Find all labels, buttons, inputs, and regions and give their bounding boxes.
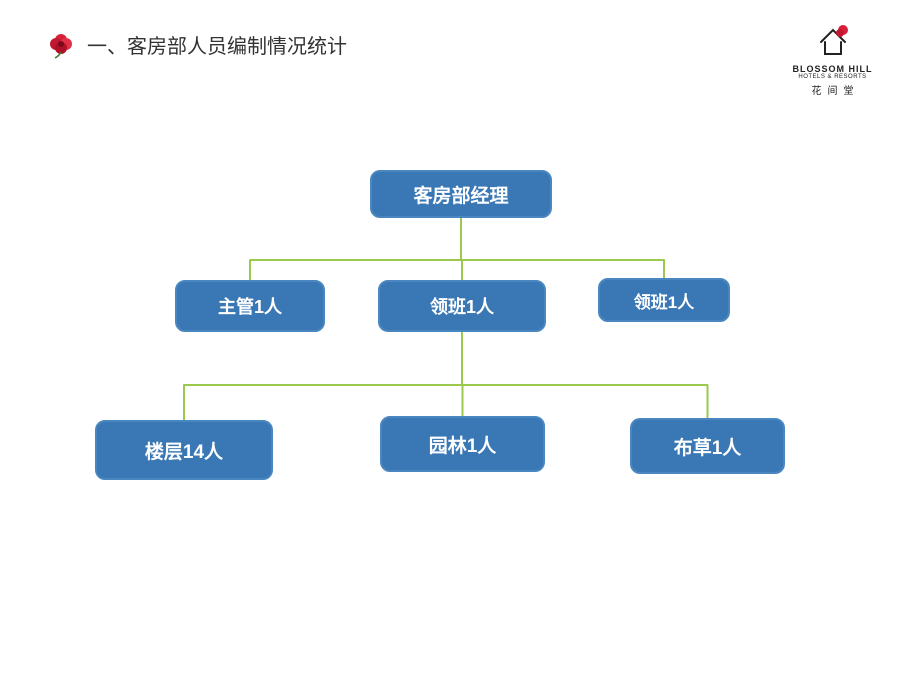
chart-connectors — [0, 160, 920, 660]
org-node-l2a: 主管1人 — [175, 280, 325, 332]
org-node-l3b: 园林1人 — [380, 416, 545, 472]
logo-text-sub: HOTELS & RESORTS — [785, 74, 880, 80]
logo-text-en: BLOSSOM HILL — [785, 64, 880, 74]
org-node-root: 客房部经理 — [370, 170, 552, 218]
org-node-l3c: 布草1人 — [630, 418, 785, 474]
org-node-l3a: 楼层14人 — [95, 420, 273, 480]
brand-logo: BLOSSOM HILL HOTELS & RESORTS 花间堂 — [785, 20, 880, 97]
org-node-l2b: 领班1人 — [378, 280, 546, 332]
org-node-l2c: 领班1人 — [598, 278, 730, 322]
logo-text-cn: 花间堂 — [785, 82, 880, 97]
org-chart: 客房部经理主管1人 领班1人 领班1人楼层14人 园林1人 布草1人 — [0, 160, 920, 660]
page-header: 一、客房部人员编制情况统计 — [45, 28, 347, 60]
page-title: 一、客房部人员编制情况统计 — [87, 30, 347, 59]
house-icon — [813, 20, 853, 60]
flower-icon — [45, 28, 77, 60]
